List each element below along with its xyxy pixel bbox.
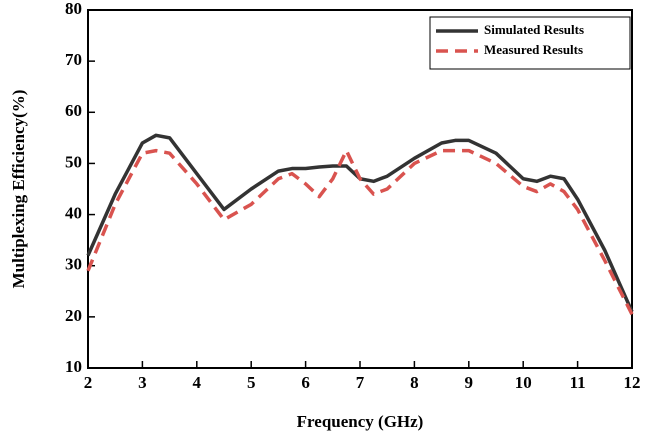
y-tick-label: 80 [65, 0, 82, 18]
legend-label: Simulated Results [484, 22, 584, 37]
x-tick-label: 5 [247, 373, 256, 392]
series-line [86, 133, 634, 313]
x-tick-label: 6 [301, 373, 310, 392]
y-tick-label: 50 [65, 152, 82, 171]
series-line [86, 148, 634, 316]
y-tick-label: 30 [65, 255, 82, 274]
y-tick-label: 70 [65, 50, 82, 69]
x-tick-label: 9 [465, 373, 474, 392]
y-tick-label: 10 [65, 357, 82, 376]
x-tick-label: 10 [515, 373, 532, 392]
y-tick-label: 20 [65, 306, 82, 325]
y-tick-label: 60 [65, 101, 82, 120]
x-tick-label: 11 [570, 373, 586, 392]
legend-box [429, 16, 631, 70]
x-tick-label: 4 [193, 373, 202, 392]
x-tick-label: 3 [138, 373, 147, 392]
x-tick-label: 2 [84, 373, 93, 392]
x-tick-label: 8 [410, 373, 419, 392]
x-axis-label: Frequency (GHz) [297, 412, 424, 431]
y-tick-label: 40 [65, 203, 82, 222]
y-axis-label: Multiplexing Efficiency(%) [9, 90, 28, 289]
x-tick-label: 12 [624, 373, 641, 392]
legend-label: Measured Results [484, 42, 583, 57]
x-tick-label: 7 [356, 373, 365, 392]
